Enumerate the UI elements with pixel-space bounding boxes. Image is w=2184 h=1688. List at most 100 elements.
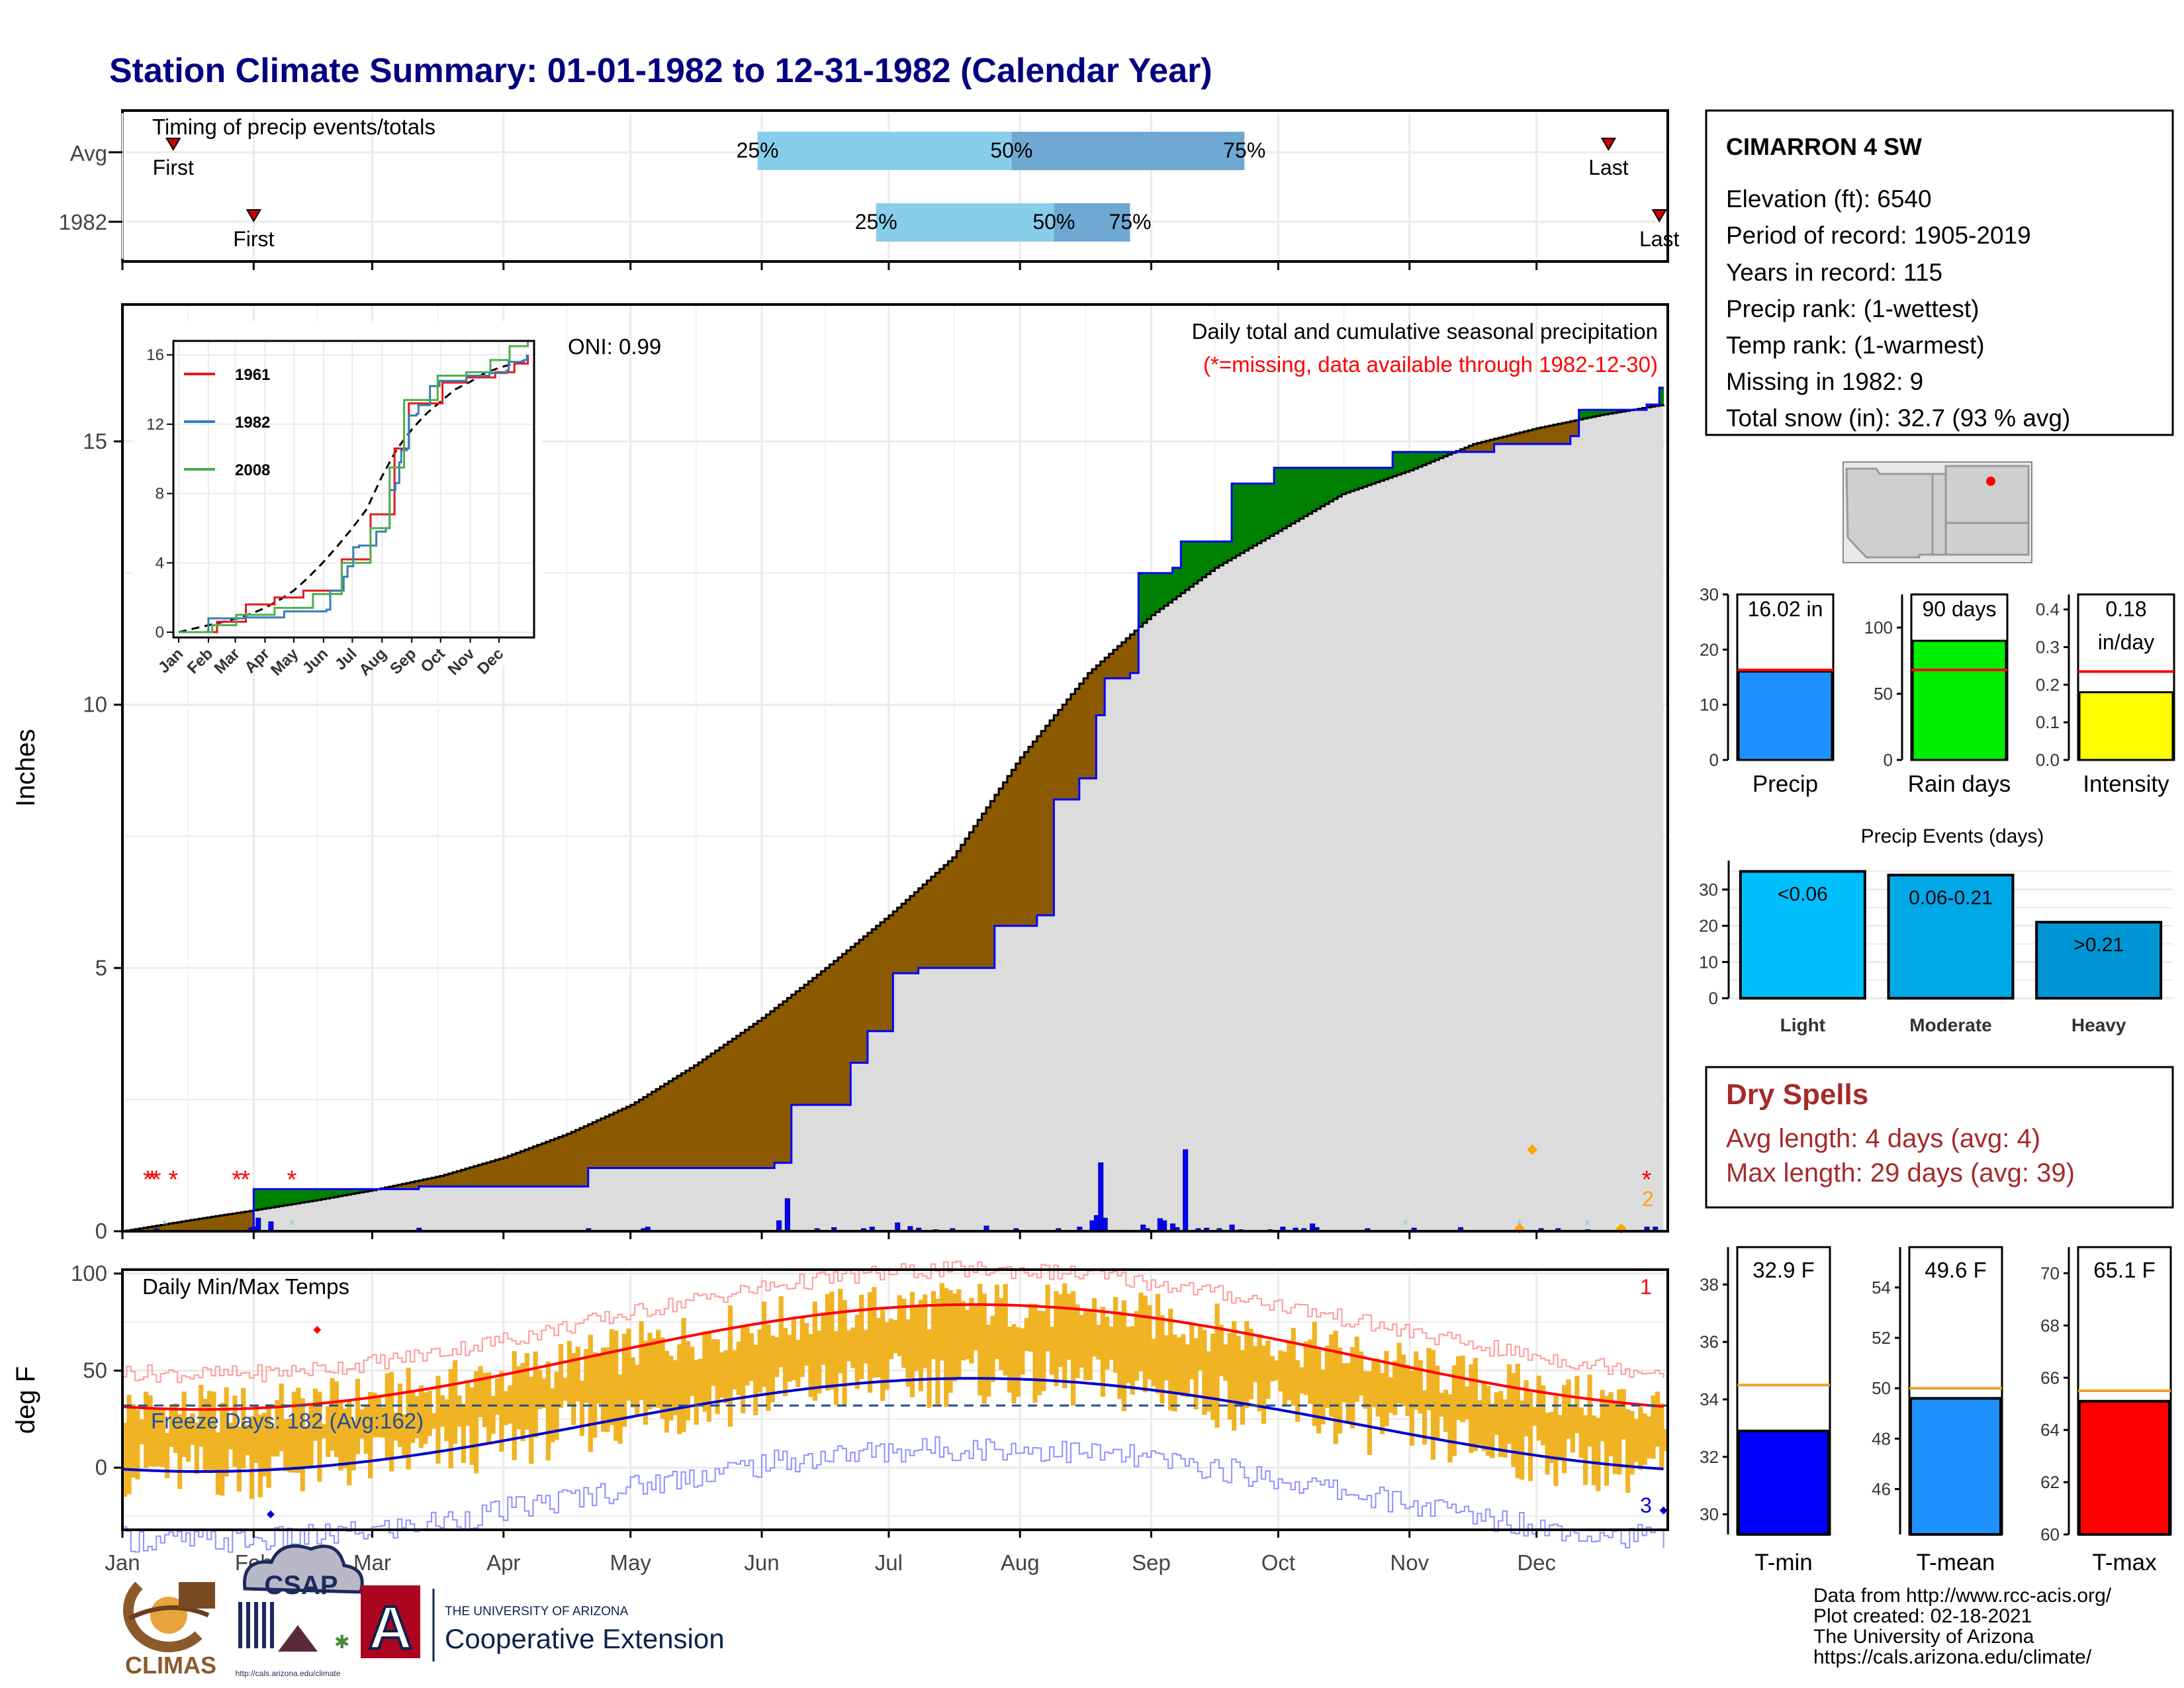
daily-temp-bar bbox=[1079, 1315, 1084, 1368]
daily-temp-bar bbox=[275, 1400, 280, 1457]
precip-surplus bbox=[1232, 483, 1237, 558]
daily-temp-bar bbox=[1197, 1326, 1203, 1371]
station-info-box: CIMARRON 4 SW Elevation (ft): 6540 Perio… bbox=[1705, 109, 2174, 436]
precip-deficit bbox=[173, 1223, 178, 1231]
daily-temp-bar bbox=[130, 1403, 136, 1478]
daily-temp-bar bbox=[206, 1391, 212, 1470]
precip-surplus bbox=[1587, 410, 1592, 418]
daily-temp-bar bbox=[630, 1357, 635, 1408]
daily-temp-bar bbox=[1244, 1321, 1250, 1409]
temp-bar-value-label: 65.1 F bbox=[2093, 1258, 2156, 1282]
precip-deficit bbox=[418, 1180, 424, 1187]
daily-temp-bar bbox=[1591, 1415, 1597, 1485]
precip-deficit bbox=[677, 1076, 682, 1168]
daily-temp-bar bbox=[803, 1323, 809, 1366]
precip-deficit bbox=[796, 991, 801, 1105]
precip-surplus bbox=[1388, 467, 1393, 478]
precip-deficit bbox=[888, 915, 893, 1031]
daily-temp-bar bbox=[482, 1372, 487, 1427]
temp-bar-value-label: 32.9 F bbox=[1752, 1258, 1815, 1282]
daily-temp-bar bbox=[300, 1398, 305, 1491]
precip-deficit bbox=[211, 1217, 216, 1231]
daily-temp-bar bbox=[1105, 1316, 1110, 1370]
precip-surplus bbox=[1214, 541, 1220, 568]
daily-temp-bar bbox=[1655, 1391, 1661, 1447]
precip-surplus bbox=[1384, 467, 1389, 479]
daily-temp-bar bbox=[1633, 1419, 1639, 1462]
precip-deficit bbox=[1557, 424, 1563, 444]
precip-surplus bbox=[1261, 483, 1266, 541]
precip-deficit bbox=[567, 1133, 572, 1187]
precip-deficit bbox=[706, 1056, 711, 1168]
precip-surplus bbox=[1181, 541, 1186, 593]
precip-deficit bbox=[609, 1114, 614, 1168]
precip-deficit bbox=[232, 1213, 238, 1231]
precip-deficit bbox=[1520, 432, 1525, 444]
precip-surplus bbox=[1320, 467, 1326, 506]
precip-deficit bbox=[914, 892, 919, 974]
precip-surplus bbox=[1218, 541, 1224, 566]
precip-deficit bbox=[410, 1182, 416, 1190]
missing-markers: *** * ** * ** * * * * bbox=[143, 1166, 1652, 1233]
precip-deficit bbox=[1024, 752, 1029, 926]
temp-count-bottom: 3 bbox=[1640, 1493, 1652, 1517]
precip-surplus bbox=[1612, 410, 1617, 413]
inset-legend-label: 2008 bbox=[235, 461, 270, 479]
precip-deficit bbox=[799, 988, 805, 1105]
missing-day-icon: * bbox=[1642, 1166, 1652, 1194]
precip-deficit bbox=[1481, 442, 1486, 452]
daily-temp-bar bbox=[664, 1350, 670, 1433]
events-bar-label: 0.06-0.21 bbox=[1909, 887, 1993, 909]
daily-temp-bar bbox=[135, 1409, 140, 1479]
daily-temp-bar bbox=[439, 1395, 445, 1427]
temp-count-top: 1 bbox=[1640, 1275, 1652, 1299]
precip-deficit bbox=[541, 1143, 547, 1187]
record-max-line bbox=[122, 1260, 1664, 1383]
temp-bar-tick-label: 60 bbox=[2040, 1524, 2060, 1544]
precip-deficit bbox=[432, 1178, 436, 1187]
daily-temp-bar bbox=[1485, 1385, 1491, 1456]
precip-deficit bbox=[838, 957, 843, 1105]
daily-temp-bar bbox=[859, 1295, 864, 1380]
daily-temp-bar bbox=[799, 1316, 805, 1378]
inset-legend-label: 1982 bbox=[235, 414, 270, 432]
precip-deficit bbox=[554, 1139, 559, 1187]
daily-temp-bar bbox=[494, 1378, 500, 1415]
daily-temp-bar bbox=[563, 1378, 568, 1401]
precip-deficit bbox=[478, 1164, 483, 1187]
daily-temp-bar bbox=[1422, 1390, 1428, 1445]
daily-temp-bar bbox=[279, 1383, 284, 1452]
missing-day-icon: * bbox=[143, 1166, 153, 1194]
daily-temp-bar bbox=[385, 1373, 390, 1460]
daily-temp-bar bbox=[393, 1412, 398, 1441]
temp-bar-value-label: 49.6 F bbox=[1925, 1258, 1987, 1282]
precip-deficit bbox=[508, 1156, 513, 1187]
ua-logo: A THE UNIVERSITY OF ARIZONA Cooperative … bbox=[361, 1585, 725, 1663]
precip-deficit bbox=[1113, 649, 1118, 679]
precip-deficit bbox=[664, 1084, 669, 1168]
daily-temp-bar bbox=[1451, 1365, 1457, 1456]
precip-deficit bbox=[1524, 431, 1529, 444]
daily-temp-bar bbox=[406, 1368, 411, 1470]
daily-temp-bar bbox=[1324, 1345, 1330, 1408]
precip-surplus bbox=[1274, 467, 1279, 534]
daily-temp-bar bbox=[1557, 1415, 1563, 1461]
month-label: May bbox=[610, 1550, 651, 1575]
daily-temp-bar bbox=[770, 1335, 775, 1403]
precip-surplus bbox=[1422, 451, 1427, 465]
timing-row-avg: Avg bbox=[70, 141, 107, 165]
daily-temp-bar bbox=[1045, 1284, 1050, 1352]
precip-deficit bbox=[1536, 428, 1541, 444]
timing-pct-label: 75% bbox=[1109, 210, 1152, 234]
precip-deficit bbox=[842, 954, 847, 1105]
daily-temp-bar bbox=[812, 1301, 817, 1401]
daily-temp-bar bbox=[736, 1341, 741, 1395]
precip-deficit bbox=[579, 1128, 584, 1187]
daily-temp-bar bbox=[448, 1369, 453, 1469]
precip-deficit bbox=[999, 788, 1004, 926]
daily-temp-bar bbox=[283, 1419, 289, 1472]
daily-temp-bar bbox=[330, 1378, 335, 1451]
precip-deficit bbox=[1498, 438, 1504, 444]
precip-surplus bbox=[270, 1189, 275, 1208]
daily-temp-bar bbox=[1185, 1344, 1190, 1397]
